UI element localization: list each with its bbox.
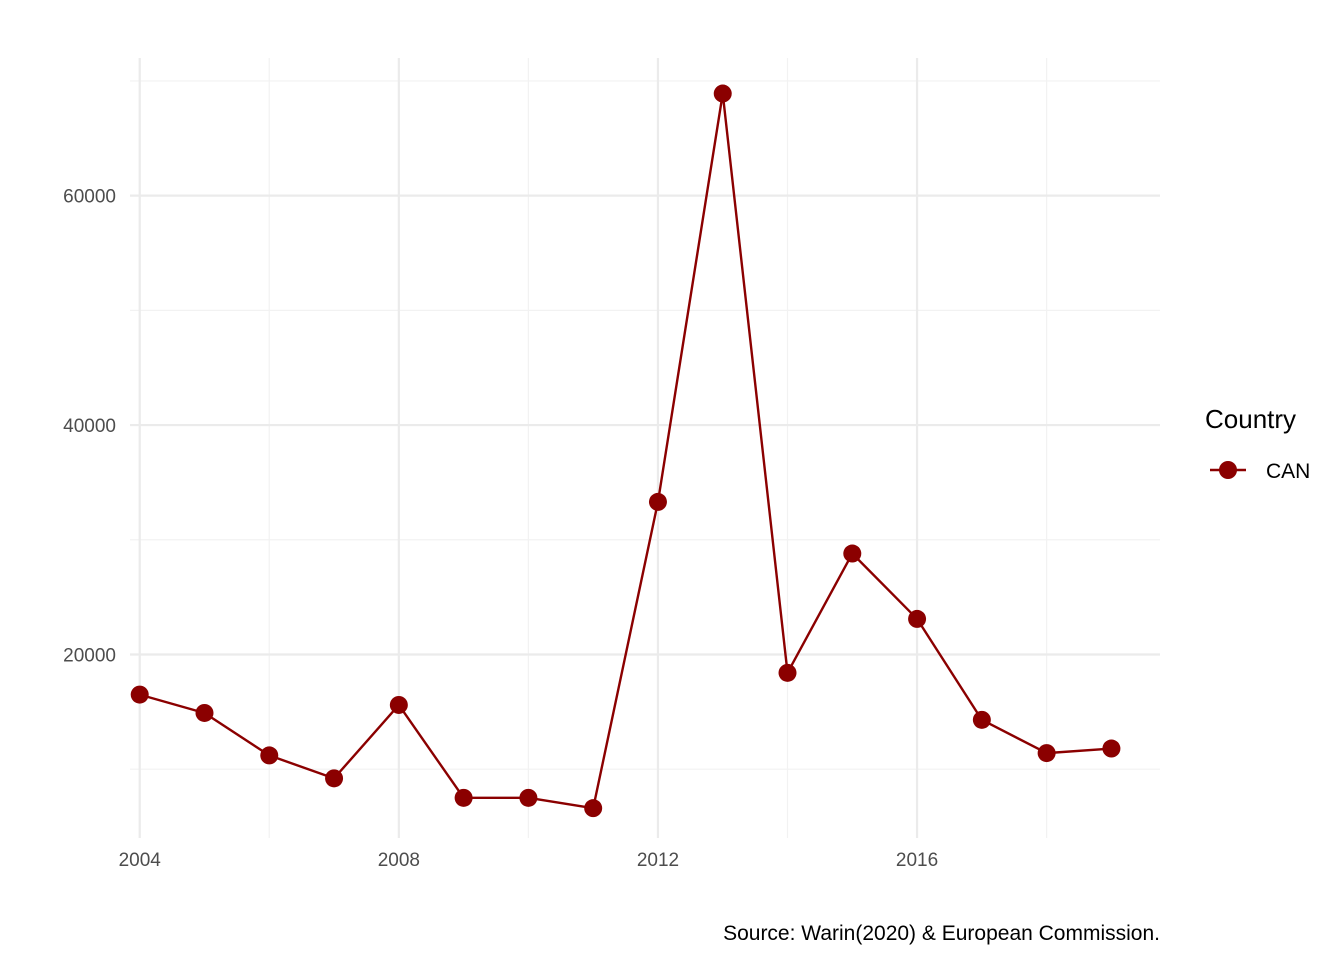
- major-gridlines: [130, 58, 1160, 838]
- data-point: [1037, 744, 1056, 763]
- legend-label-can: CAN: [1266, 460, 1310, 483]
- x-tick-label: 2012: [637, 850, 679, 871]
- data-point: [908, 609, 927, 628]
- y-axis-tick-labels: 20000 40000 60000: [63, 187, 116, 667]
- data-point: [389, 695, 408, 714]
- x-tick-label: 2016: [896, 850, 938, 871]
- minor-gridlines: [130, 58, 1160, 838]
- x-tick-label: 2004: [119, 850, 162, 871]
- data-point: [648, 492, 667, 511]
- data-point: [778, 663, 797, 682]
- data-point: [519, 788, 538, 807]
- data-point: [584, 799, 603, 818]
- series-line-can: [139, 92, 1112, 810]
- legend: Country CAN: [1205, 404, 1310, 483]
- data-point: [843, 544, 862, 563]
- data-point: [713, 84, 732, 103]
- x-tick-label: 2008: [378, 850, 420, 871]
- data-point: [972, 710, 991, 729]
- data-point: [260, 746, 279, 765]
- x-axis-tick-labels: 2004 2008 2012 2016: [119, 850, 939, 871]
- data-point: [454, 788, 473, 807]
- data-point: [1102, 739, 1121, 758]
- series-layer: [130, 84, 1121, 818]
- data-point: [325, 769, 344, 788]
- source-caption: Source: Warin(2020) & European Commissio…: [723, 922, 1160, 945]
- y-tick-label: 20000: [63, 645, 116, 666]
- data-point: [130, 685, 149, 704]
- legend-title: Country: [1205, 404, 1296, 434]
- y-tick-label: 60000: [63, 187, 116, 208]
- legend-key-marker: [1219, 461, 1237, 479]
- y-tick-label: 40000: [63, 416, 116, 437]
- data-point: [195, 703, 214, 722]
